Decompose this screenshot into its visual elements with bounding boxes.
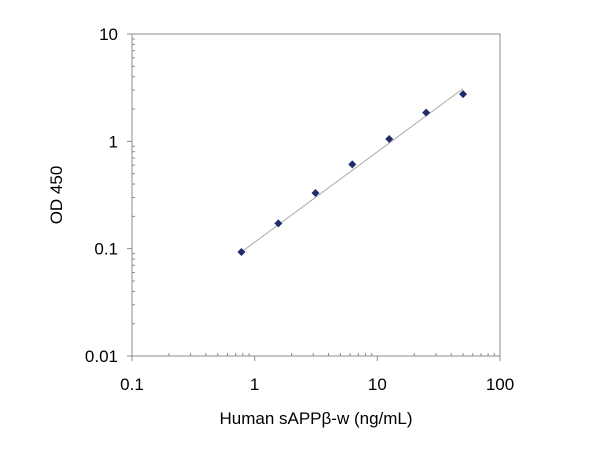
y-tick-label: 1: [109, 132, 118, 151]
data-point: [385, 135, 394, 144]
data-point: [422, 108, 431, 117]
data-points: [237, 90, 468, 257]
x-tick-label: 10: [368, 375, 387, 394]
data-point: [459, 90, 468, 99]
data-point: [348, 160, 357, 169]
y-axis-label: OD 450: [47, 166, 66, 225]
minor-ticks: [132, 38, 495, 356]
x-tick-label: 1: [250, 375, 259, 394]
y-tick-label: 0.1: [94, 240, 118, 259]
data-point: [237, 248, 246, 257]
major-ticks: [127, 33, 501, 361]
y-tick-label: 0.01: [85, 347, 118, 366]
y-tick-label: 10: [99, 25, 118, 44]
data-point: [311, 189, 320, 198]
x-tick-labels: 0.1 1 10 100: [120, 375, 514, 394]
x-tick-label: 100: [486, 375, 514, 394]
data-point: [274, 219, 283, 228]
x-tick-label: 0.1: [120, 375, 144, 394]
x-axis-label: Human sAPPβ-w (ng/mL): [219, 409, 412, 428]
y-tick-labels: 0.01 0.1 1 10: [85, 25, 118, 366]
